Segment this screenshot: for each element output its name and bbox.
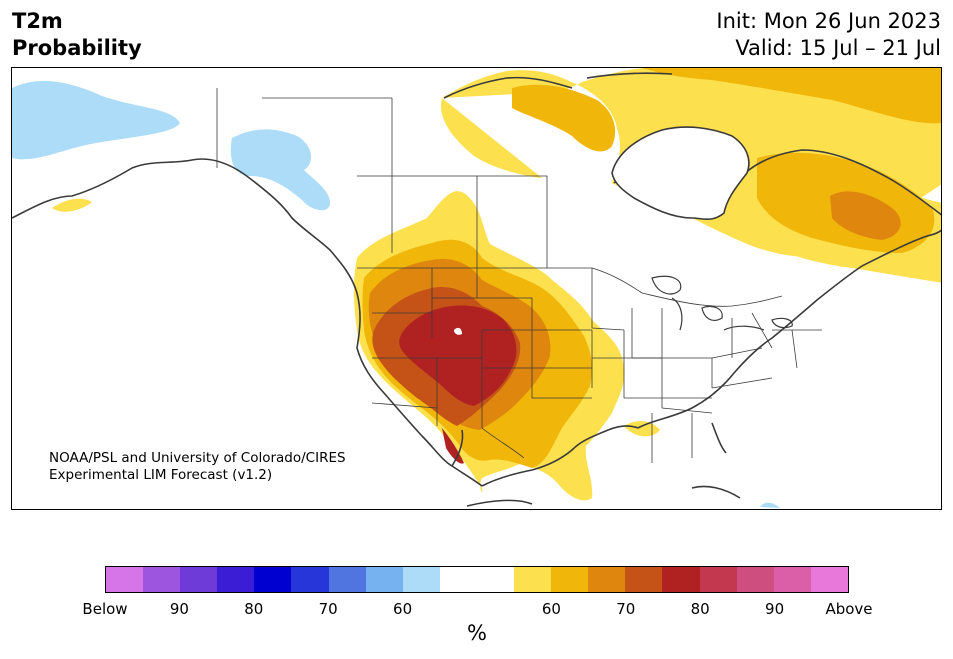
great-salt-lake (454, 327, 462, 335)
forecast-dates: Init: Mon 26 Jun 2023 Valid: 15 Jul – 21… (716, 8, 941, 62)
variable-label: T2m (12, 9, 63, 33)
colorbar-tick-label: 60 (541, 600, 561, 618)
colorbar-segment (143, 567, 181, 592)
political-borders (216, 88, 822, 463)
colorbar-unit: % (467, 621, 487, 645)
above-normal-60-florida (624, 421, 660, 437)
init-date: Init: Mon 26 Jun 2023 (716, 9, 941, 33)
attribution: NOAA/PSL and University of Colorado/CIRE… (49, 450, 346, 484)
colorbar-tick-label: Below (82, 600, 128, 618)
colorbar-segment (588, 567, 626, 592)
valid-period: Valid: 15 Jul – 21 Jul (735, 36, 941, 60)
colorbar-segment (291, 567, 329, 592)
colorbar-tick-label: 90 (765, 600, 785, 618)
forecast-map (11, 67, 942, 510)
colorbar-segment (810, 567, 848, 592)
colorbar-segment (514, 567, 552, 592)
attribution-line1: NOAA/PSL and University of Colorado/CIRE… (49, 450, 346, 466)
hudson-bay (611, 126, 750, 221)
below-normal-area-alaska (12, 81, 180, 160)
colorbar-segment (662, 567, 700, 592)
above-normal-core-southwest (399, 305, 517, 406)
colorbar-segment (773, 567, 811, 592)
great-lakes (651, 275, 793, 331)
map-canvas (12, 68, 941, 508)
map-title: T2m Probability (12, 8, 142, 62)
product-label: Probability (12, 36, 142, 60)
attribution-line2: Experimental LIM Forecast (v1.2) (49, 467, 273, 483)
colorbar-tick-label: 70 (318, 600, 338, 618)
above-normal-70-arctic (642, 68, 941, 124)
colorbar-segment (439, 567, 477, 592)
above-normal-80-east-canada (830, 191, 901, 240)
colorbar-segment (254, 567, 292, 592)
colorbar (105, 566, 849, 593)
lake-winnipeg (571, 222, 602, 245)
colorbar-tick-label: 60 (393, 600, 413, 618)
colorbar-segment (699, 567, 737, 592)
colorbar-tick-label: 70 (616, 600, 636, 618)
below-normal-area-yukon (230, 129, 330, 211)
colorbar-segment (736, 567, 774, 592)
colorbar-segment (625, 567, 663, 592)
colorbar-segment (402, 567, 440, 592)
colorbar-segment (217, 567, 255, 592)
colorbar-tick-label: 80 (244, 600, 264, 618)
colorbar-segment (106, 567, 144, 592)
colorbar-tick-label: 90 (169, 600, 189, 618)
colorbar-tick-label: 80 (690, 600, 710, 618)
above-normal-70-north (512, 84, 616, 152)
colorbar-segment (180, 567, 218, 592)
below-normal-area-texas (760, 502, 780, 508)
colorbar-segment (551, 567, 589, 592)
colorbar-segment (476, 567, 515, 592)
colorbar-segment (328, 567, 366, 592)
above-normal-60-alaska-coast (52, 198, 92, 212)
colorbar-segment (365, 567, 403, 592)
colorbar-tick-label: Above (825, 600, 873, 618)
